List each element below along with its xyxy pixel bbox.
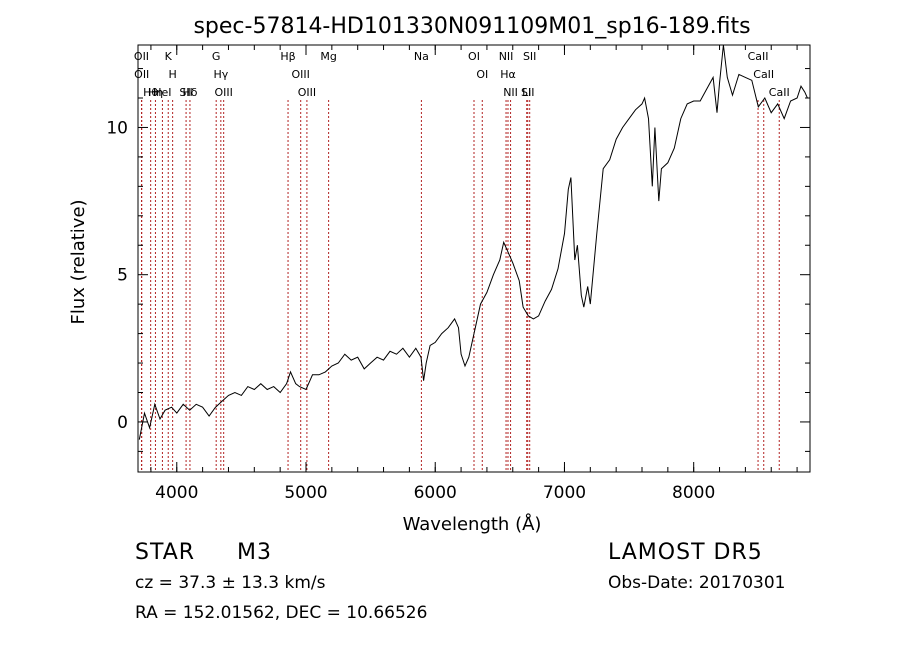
plot-frame xyxy=(137,44,811,473)
line-label: Hβ xyxy=(280,50,295,63)
object-class: STAR xyxy=(135,540,196,565)
line-label: NII xyxy=(499,50,514,63)
line-label: SII xyxy=(179,86,192,99)
y-axis: 0 5 10 xyxy=(106,68,810,452)
redshift-velocity: cz = 37.3 ± 13.3 km/s xyxy=(135,573,326,593)
y-tick-label: 10 xyxy=(106,118,128,138)
x-tick-label: 7000 xyxy=(543,483,586,503)
chart-title: spec-57814-HD101330N091109M01_sp16-189.f… xyxy=(193,14,750,39)
line-label: K xyxy=(165,50,173,63)
spectrum-chart: spec-57814-HD101330N091109M01_sp16-189.f… xyxy=(68,14,811,535)
line-label: OI xyxy=(468,50,480,63)
line-label: CaII xyxy=(769,86,790,99)
line-label: Mg xyxy=(320,50,336,63)
x-tick-label: 5000 xyxy=(284,483,327,503)
y-tick-label: 5 xyxy=(117,266,128,286)
line-label: NII xyxy=(503,86,518,99)
line-label: OIII xyxy=(298,86,316,99)
line-label: CaII xyxy=(753,68,774,81)
y-axis-label: Flux (relative) xyxy=(68,199,89,324)
line-label: OI xyxy=(476,68,488,81)
object-subclass: M3 xyxy=(237,540,272,565)
survey-name: LAMOST DR5 xyxy=(608,540,763,565)
spectrum-series-line xyxy=(138,44,808,440)
line-label: OII xyxy=(134,50,149,63)
line-label: Hγ xyxy=(213,68,228,81)
line-label: CaII xyxy=(748,50,769,63)
y-tick-label: 0 xyxy=(117,413,128,433)
line-label: OIII xyxy=(214,86,232,99)
x-tick-label: 4000 xyxy=(155,483,198,503)
line-label: Hθ xyxy=(143,86,158,99)
line-label: Hδ xyxy=(182,86,197,99)
line-label: OII xyxy=(134,68,149,81)
coordinates: RA = 152.01562, DEC = 10.66526 xyxy=(135,603,428,623)
line-label: SII xyxy=(521,86,534,99)
line-label: Hα xyxy=(500,68,516,81)
x-axis: 4000 5000 6000 7000 8000 xyxy=(150,45,798,503)
x-tick-label: 6000 xyxy=(414,483,457,503)
x-tick-label: 8000 xyxy=(672,483,715,503)
line-label: SII xyxy=(523,50,536,63)
line-label: H xyxy=(168,68,176,81)
x-axis-label: Wavelength (Å) xyxy=(403,513,542,535)
line-label: Na xyxy=(414,50,429,63)
line-label: Hη xyxy=(148,86,163,99)
observation-date: Obs-Date: 20170301 xyxy=(608,573,786,593)
line-label: Li xyxy=(522,86,531,99)
spectral-line-markers xyxy=(140,100,780,472)
line-label: HeI xyxy=(153,86,171,99)
line-label: G xyxy=(212,50,221,63)
line-label: OIII xyxy=(292,68,310,81)
